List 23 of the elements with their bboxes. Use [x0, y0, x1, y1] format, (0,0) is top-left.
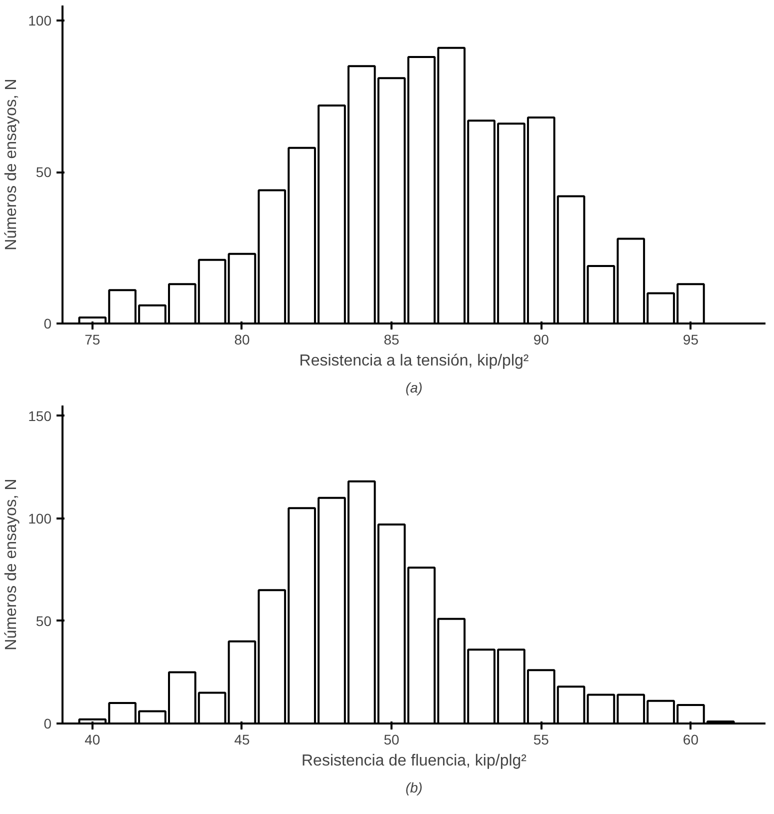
x-tick-label: 90: [533, 332, 550, 348]
y-tick-label: 100: [28, 12, 52, 29]
y-tick-label: 50: [36, 164, 52, 180]
y-tick-label: 0: [44, 716, 52, 732]
x-tick-label: 75: [84, 332, 100, 348]
x-tick-label: 85: [384, 332, 400, 348]
y-tick-label: 100: [28, 510, 52, 526]
x-tick-label: 55: [533, 732, 550, 748]
x-tick-label: 40: [84, 732, 100, 748]
y-tick-label: 50: [36, 612, 52, 629]
x-tick-label: 80: [234, 332, 250, 348]
x-tick-label: 50: [384, 732, 400, 748]
x-tick-label: 95: [682, 332, 699, 348]
text: (b): [405, 780, 423, 796]
y-tick-label: 0: [44, 316, 52, 332]
y-axis-title: Números de ensayos, N: [3, 478, 20, 650]
x-axis-title: Resistencia a la tensión, kip/plg²: [299, 352, 530, 370]
x-tick-label: 60: [682, 732, 699, 748]
text: (a): [405, 380, 423, 396]
y-axis-title: Números de ensayos, N: [3, 78, 20, 250]
x-axis-title: Resistencia de fluencia, kip/plg²: [301, 752, 528, 770]
y-tick-label: 150: [28, 408, 52, 424]
x-tick-label: 45: [234, 732, 250, 748]
